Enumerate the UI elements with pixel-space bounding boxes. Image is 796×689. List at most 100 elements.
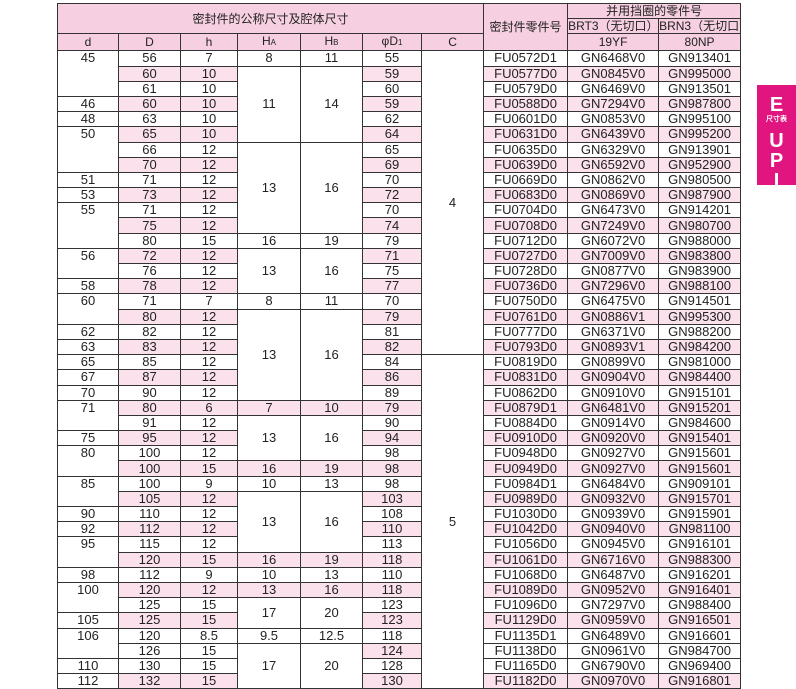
cell-brt3: GN0952V0 [567, 581, 660, 599]
cell-part: FU0831D0 [483, 369, 569, 386]
table-row: 51 71 12 70 FU0669D0 GN0862V0 GN980500 [57, 171, 742, 189]
cell-d: 115 [118, 536, 181, 553]
cell-d: 105 [118, 490, 181, 508]
cell-part: FU1182D0 [483, 673, 569, 689]
cell-brn3: GN915601 [658, 460, 742, 477]
cell-d: 71 [118, 202, 181, 219]
cell-part: FU0984D1 [483, 475, 569, 492]
cell-d: 72 [118, 247, 181, 265]
table-row: 56 72 12 13 16 71 FU0727D0 GN7009V0 GN983800 [57, 247, 742, 295]
cell-h: 12 [180, 338, 238, 356]
cell-brt3: GN6592V0 [567, 156, 660, 173]
cell-d1: 118 [362, 627, 422, 644]
cell-h: 10 [180, 80, 238, 97]
cell-h: 12 [180, 262, 238, 280]
cell-part: FU0572D1 [483, 50, 569, 67]
cell-d: 60 [118, 65, 181, 82]
cell-brt3: GN0904V0 [567, 369, 660, 386]
cell-brt3: GN6371V0 [567, 323, 660, 340]
table-row: 45 56 7 8 11 55 4 FU0572D1 GN6468V0 GN913401 [57, 50, 742, 356]
cell-c: 4 [420, 50, 485, 356]
col-ha-label: H [261, 34, 271, 49]
cell-d1: 98 [362, 445, 422, 462]
cell-part: FU0631D0 [483, 126, 569, 143]
cell-brn3: GN983800 [658, 247, 742, 265]
cell-d: 125 [118, 597, 181, 614]
cell-part: FU0862D0 [483, 384, 569, 401]
cell-brn3: GN916101 [658, 536, 742, 553]
cell-brn3: GN984200 [658, 338, 742, 356]
cell-hb: 11 [300, 293, 363, 310]
table-row: 50 65 10 64 FU0631D0 GN6439V0 GN995200 [57, 126, 742, 173]
cell-d1: 110 [362, 521, 422, 538]
cell-brn3: GN913501 [658, 80, 742, 97]
brn3-header: BRN3（无切口） [658, 18, 742, 35]
cell-part: FU0577D0 [483, 65, 569, 82]
tab-letter: E [769, 94, 784, 116]
cell-d1: 65 [362, 141, 422, 158]
cell-d1: 74 [362, 217, 422, 234]
cell-brn3: GN980500 [658, 171, 742, 189]
cell-brt3: GN0899V0 [567, 354, 660, 371]
cell-hb: 20 [300, 597, 363, 629]
table-row: 112 132 15 130 FU1182D0 GN0970V0 GN916801 [57, 673, 742, 689]
cell-h: 15 [180, 551, 238, 568]
cell-h: 12 [180, 369, 238, 386]
cell-ha: 13 [237, 490, 301, 553]
cell-d: 80 [118, 232, 181, 249]
cell-h: 12 [180, 217, 238, 234]
cell-d1: 86 [362, 369, 422, 386]
cell-h: 9 [180, 475, 238, 492]
cell-brt3: GN7296V0 [567, 278, 660, 295]
cell-d: 78 [118, 278, 181, 295]
cell-d: 90 [118, 384, 181, 401]
cell-d: 70 [57, 384, 119, 401]
table-row: 100 120 12 13 16 118 FU1089D0 GN0952V0 GN916401 [57, 581, 742, 614]
cell-d: 100 [118, 460, 181, 477]
cell-brn3: GN988000 [658, 232, 742, 249]
cell-d: 63 [118, 111, 181, 128]
table-row: 63 83 12 82 FU0793D0 GN0893V1 GN984200 [57, 338, 742, 356]
cell-d: 63 [57, 338, 119, 356]
cell-brt3: GN6329V0 [567, 141, 660, 158]
cell-d: 80 [57, 445, 119, 477]
cell-part: FU0639D0 [483, 156, 569, 173]
cell-brt3: GN6790V0 [567, 657, 660, 675]
side-index-tab[interactable]: E 尺寸表 U P I [757, 85, 796, 191]
cell-brn3: GN980700 [658, 217, 742, 234]
cell-d: 83 [118, 338, 181, 356]
cell-d: 130 [118, 657, 181, 675]
cell-brt3: GN6475V0 [567, 293, 660, 310]
col-D: D [118, 33, 181, 52]
cell-brt3: GN0927V0 [567, 460, 660, 477]
cell-d: 55 [57, 202, 119, 249]
cell-d1: 81 [362, 323, 422, 340]
cell-part: FU1042D0 [483, 521, 569, 538]
cell-d: 80 [118, 308, 181, 325]
tab-letter-i: I [773, 170, 780, 192]
cell-d: 110 [57, 657, 119, 675]
table-row: 85 100 9 10 13 98 FU0984D1 GN6484V0 GN909101 [57, 475, 742, 508]
cell-h: 12 [180, 430, 238, 447]
table-row: 60 10 11 14 59 FU0577D0 GN0845V0 GN995000 [58, 65, 742, 143]
cell-hb: 13 [300, 475, 363, 492]
cell-part: FU0819D0 [483, 354, 569, 371]
cell-ha: 13 [237, 308, 301, 401]
cell-d: 110 [118, 505, 181, 523]
cell-ha: 11 [237, 65, 301, 143]
table-row: 91 12 13 16 90 FU0884D0 GN0914V0 GN984600 [58, 414, 742, 462]
cell-d: 73 [118, 187, 181, 204]
cell-d1: 118 [362, 581, 422, 599]
cell-brt3: GN0845V0 [567, 65, 660, 82]
table-row: 70 12 69 FU0639D0 GN6592V0 GN952900 [58, 156, 742, 173]
cell-brt3: GN7294V0 [567, 95, 660, 113]
cell-part: FU0601D0 [483, 111, 569, 128]
cell-ha: 16 [237, 460, 301, 477]
cell-part: FU1129D0 [483, 612, 569, 629]
cell-d1: 70 [362, 171, 422, 189]
cell-brt3: GN6481V0 [567, 399, 660, 416]
cell-part: FU0635D0 [483, 141, 569, 158]
cell-h: 12 [180, 156, 238, 173]
cell-d1: 90 [362, 414, 422, 432]
table-row: 105 12 13 16 103 FU0989D0 GN0932V0 GN915701 [58, 490, 742, 553]
